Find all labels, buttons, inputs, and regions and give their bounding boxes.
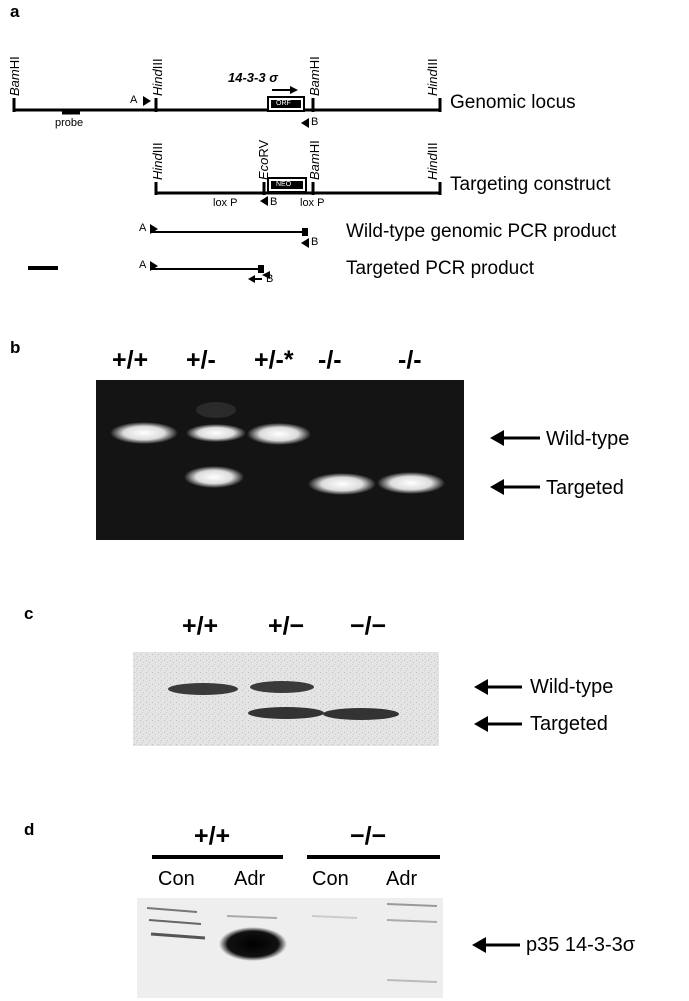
arrow-c-tg (474, 716, 488, 732)
primer-b-label-2: B (270, 196, 278, 208)
southern-blot (133, 652, 439, 746)
primer-b-label-4: B (266, 273, 274, 285)
row-label-targeting-construct: Targeting construct (450, 174, 611, 195)
band-b5-tg (377, 472, 445, 494)
panel-b-letter: b (10, 338, 21, 357)
probe-label: probe (55, 117, 84, 129)
lane-label-b-3: +/-* (254, 346, 294, 374)
lane-label-c-1: +/+ (182, 612, 219, 640)
arrow-label-b-wt: Wild-type (546, 428, 630, 450)
band-c2-wt (250, 681, 314, 693)
band-b4-tg (308, 473, 376, 495)
label-hindiii-3: HindIII (150, 142, 165, 180)
panel-c-letter: c (24, 604, 34, 623)
arrow-c-wt (474, 679, 488, 695)
row-label-wt-pcr: Wild-type genomic PCR product (346, 221, 617, 242)
loxp-label-2: lox P (300, 197, 325, 209)
primer-a-label-1: A (130, 94, 138, 106)
label-hindiii-1: HindIII (150, 58, 165, 96)
row-label-targeted-pcr: Targeted PCR product (346, 258, 534, 279)
lane-label-b-4: -/- (318, 346, 342, 374)
label-bamhi-1: BamHI (7, 56, 22, 96)
arrow-label-d: p35 14-3-3σ (526, 934, 636, 956)
panel-d-letter: d (24, 820, 35, 839)
panel-a-letter: a (10, 2, 20, 21)
band-d2-p35 (219, 927, 287, 961)
label-bamhi-3: BamHI (307, 140, 322, 180)
band-b2-tg (184, 466, 244, 488)
primer-a-label-2: A (139, 222, 147, 234)
label-bamhi-2: BamHI (307, 56, 322, 96)
gene-label: 14-3-3 σ (228, 70, 278, 85)
primer-b-arrow (301, 118, 309, 128)
label-hindiii-2: HindIII (425, 58, 440, 96)
primer-b-label-1: B (311, 116, 319, 128)
lane-label-c-2: +/− (268, 612, 305, 640)
label-hindiii-4: HindIII (425, 142, 440, 180)
lane-label-d-1: Con (158, 868, 195, 890)
primer-b-label-3: B (311, 236, 319, 248)
arrow-b-tg (490, 479, 504, 495)
map-diagram (12, 86, 442, 283)
lane-label-d-2: Adr (234, 868, 266, 890)
band-b3-wt (247, 423, 311, 445)
arrow-d (472, 937, 486, 953)
primer-a-arrow (143, 96, 151, 106)
arrow-label-c-tg: Targeted (530, 713, 608, 735)
arrow-label-c-wt: Wild-type (530, 676, 614, 698)
lane-label-d-4: Adr (386, 868, 418, 890)
arrow-b-wt (490, 430, 504, 446)
lane-label-c-3: −/− (350, 612, 387, 640)
band-b2-wt (186, 424, 246, 442)
lane-label-b-1: +/+ (112, 346, 149, 374)
western-blot (137, 898, 443, 998)
band-c2-tg (248, 707, 324, 719)
arrow-label-b-tg: Targeted (546, 477, 624, 499)
orf-label: ORF (276, 100, 291, 107)
lane-label-b-5: -/- (398, 346, 422, 374)
loxp-label-1: lox P (213, 197, 238, 209)
group-label-wt: +/+ (194, 822, 231, 850)
neo-label: NEO (276, 181, 292, 188)
row-label-genomic-locus: Genomic locus (450, 92, 576, 113)
band-b1-wt (110, 422, 178, 444)
group-label-ko: −/− (350, 822, 387, 850)
lane-label-d-3: Con (312, 868, 349, 890)
band-c1-wt (168, 683, 238, 695)
label-ecorv: EcoRV (256, 139, 271, 180)
primer-a-label-3: A (139, 259, 147, 271)
agarose-gel (96, 380, 464, 540)
band-c3-tg (323, 708, 399, 720)
lane-label-b-2: +/- (186, 346, 216, 374)
